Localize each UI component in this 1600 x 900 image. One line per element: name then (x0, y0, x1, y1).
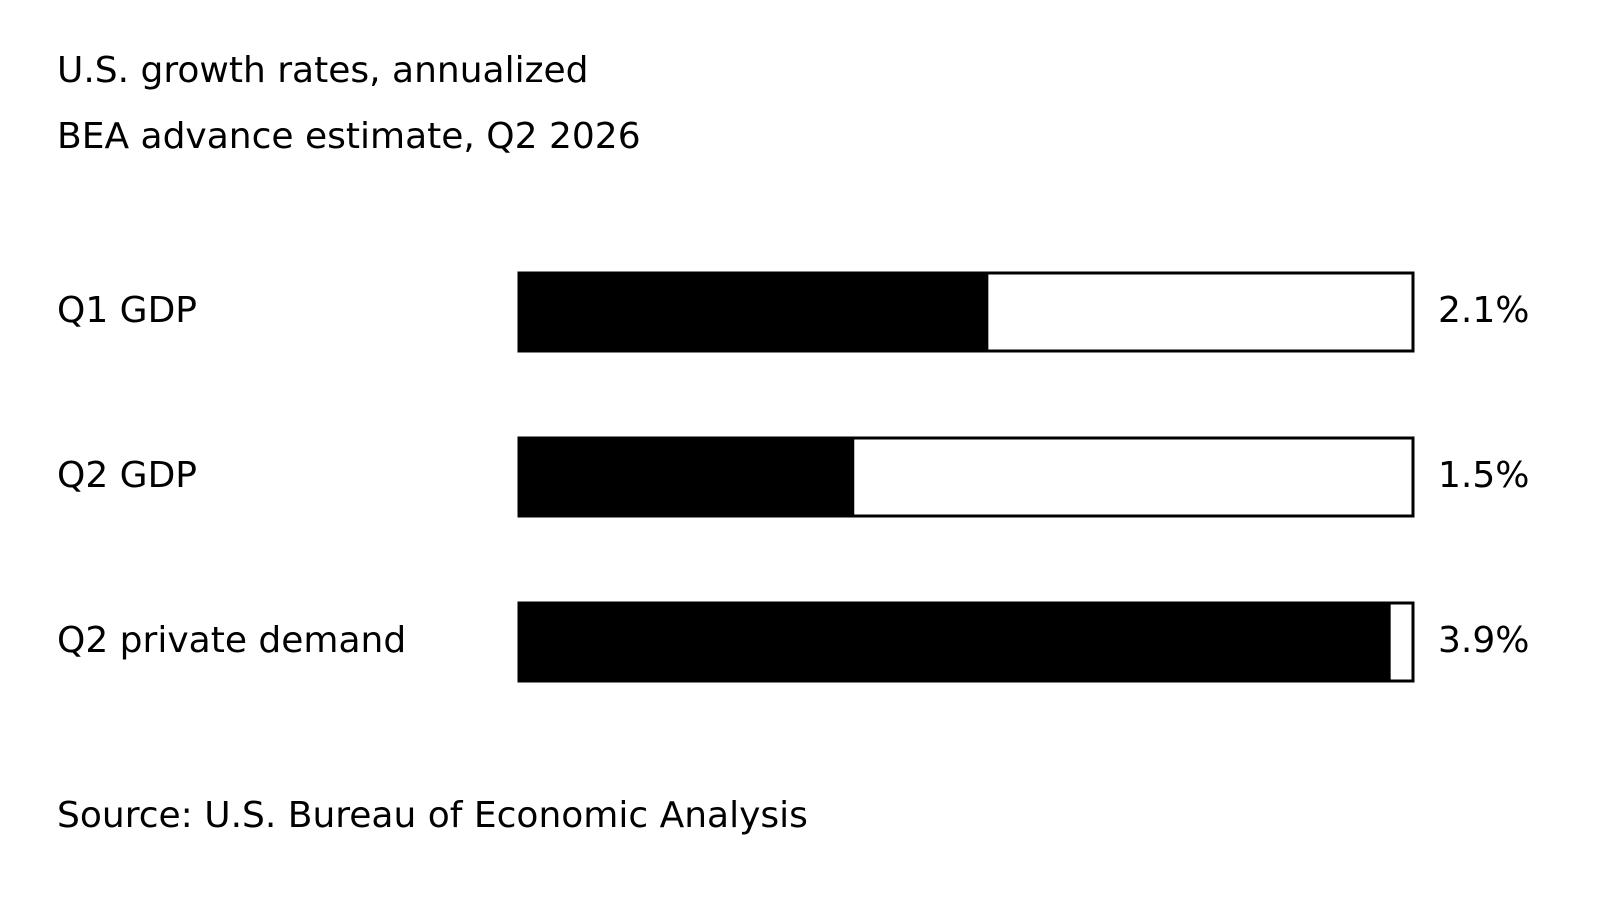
bar (519, 273, 989, 351)
bar (519, 438, 855, 516)
bar-outline (517, 601, 1415, 683)
category-label: Q2 private demand (57, 620, 406, 661)
value-label: 2.1% (1438, 290, 1529, 331)
chart-subtitle: BEA advance estimate, Q2 2026 (57, 116, 641, 157)
category-label: Q2 GDP (57, 455, 197, 496)
bar-outline (517, 271, 1415, 353)
source-note: Source: U.S. Bureau of Economic Analysis (57, 795, 808, 836)
bar-outline (517, 436, 1415, 518)
bar (519, 603, 1391, 681)
value-label: 1.5% (1438, 455, 1529, 496)
category-label: Q1 GDP (57, 290, 197, 331)
value-label: 3.9% (1438, 620, 1529, 661)
chart-title: U.S. growth rates, annualized (57, 50, 588, 91)
